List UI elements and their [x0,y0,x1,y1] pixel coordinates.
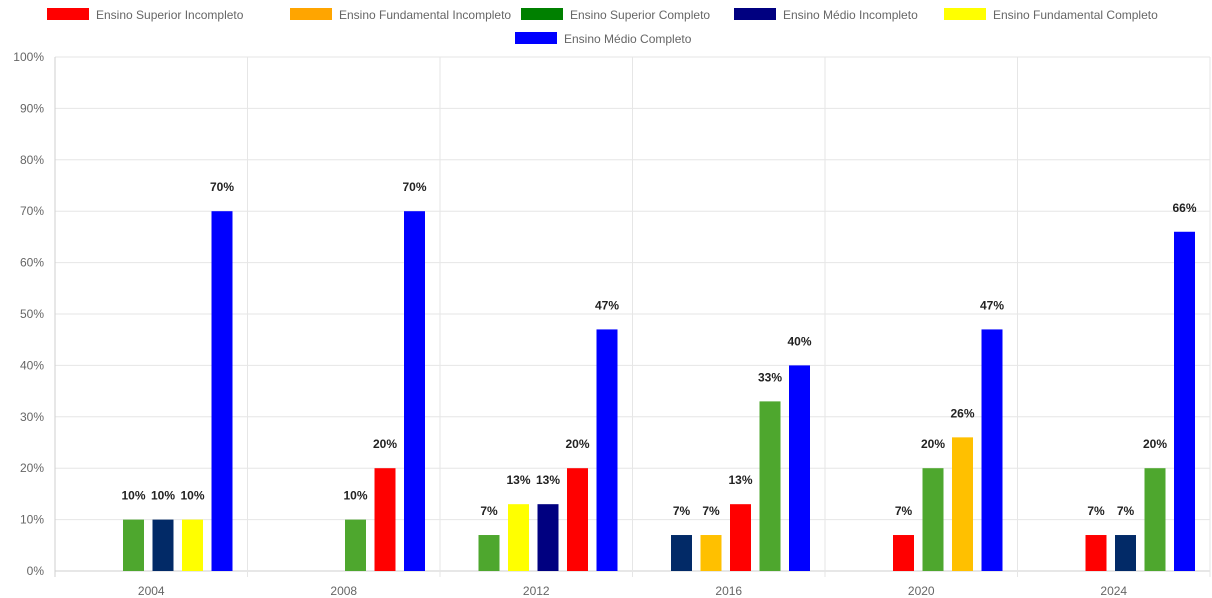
y-tick-label: 90% [20,101,44,115]
bar[interactable] [759,401,781,571]
bar-value-label: 47% [595,298,619,312]
legend-item[interactable]: Ensino Médio Completo [515,32,692,46]
y-tick-label: 100% [13,50,44,64]
legend-item[interactable]: Ensino Médio Incompleto [734,8,918,22]
bar-value-label: 7% [1117,504,1135,518]
bar[interactable] [508,504,529,571]
bar-value-label: 13% [728,473,752,487]
legend: Ensino Superior Incompleto Ensino Fundame… [47,8,1158,46]
value-labels: 10% 10% 10% 70% 10% 20% 70% 7% 13% 13% 20% 47% 7% 7% 1… [121,180,1196,518]
bar-group [123,211,233,571]
bar-value-label: 10% [180,489,204,503]
bar[interactable] [478,535,500,571]
bar-group [893,329,1003,571]
bar[interactable] [567,468,588,571]
bar-value-label: 10% [151,489,175,503]
legend-swatch [47,8,89,20]
bar-value-label: 20% [565,437,589,451]
bar-value-label: 20% [921,437,945,451]
bar-value-label: 7% [1087,504,1105,518]
bar[interactable] [211,211,233,571]
legend-item[interactable]: Ensino Fundamental Incompleto [290,8,511,22]
bar-group [671,365,810,571]
y-tick-label: 60% [20,256,44,270]
legend-item[interactable]: Ensino Superior Incompleto [47,8,244,22]
bar-value-label: 66% [1172,201,1196,215]
bar-group [478,329,618,571]
bar[interactable] [152,519,174,571]
bar-value-label: 40% [787,334,811,348]
bar[interactable] [700,535,722,571]
bar-value-label: 20% [373,437,397,451]
bar-value-label: 26% [950,406,974,420]
bar-value-label: 70% [210,180,234,194]
legend-item[interactable]: Ensino Superior Completo [521,8,710,22]
bar[interactable] [345,519,366,571]
bar[interactable] [374,468,396,571]
y-tick-label: 40% [20,358,44,372]
legend-swatch [521,8,563,20]
bar[interactable] [182,519,203,571]
bar[interactable] [952,437,973,571]
bar-value-label: 10% [121,489,145,503]
bar-group [1085,231,1195,571]
legend-item[interactable]: Ensino Fundamental Completo [944,8,1158,22]
bar[interactable] [537,504,559,571]
bar-value-label: 7% [480,504,498,518]
bar[interactable] [671,535,692,571]
bar[interactable] [789,365,810,571]
y-tick-label: 20% [20,461,44,475]
legend-swatch [515,32,557,44]
x-tick-label: 2016 [715,584,742,598]
x-tick-label: 2012 [523,584,550,598]
legend-label: Ensino Médio Incompleto [783,8,918,22]
bar-value-label: 20% [1143,437,1167,451]
bar-value-label: 13% [536,473,560,487]
y-tick-label: 30% [20,410,44,424]
bar[interactable] [1174,231,1195,571]
y-tick-label: 50% [20,307,44,321]
bar[interactable] [1085,535,1107,571]
bar-value-label: 47% [980,298,1004,312]
bar-value-label: 7% [673,504,691,518]
bar[interactable] [922,468,944,571]
bar[interactable] [981,329,1003,571]
bars [123,211,1195,571]
legend-swatch [290,8,332,20]
bar[interactable] [123,519,144,571]
bar[interactable] [404,211,425,571]
legend-swatch [944,8,986,20]
legend-label: Ensino Fundamental Incompleto [339,8,511,22]
y-tick-label: 70% [20,204,44,218]
bar[interactable] [1115,535,1136,571]
legend-label: Ensino Superior Incompleto [96,8,244,22]
legend-label: Ensino Superior Completo [570,8,710,22]
axes: 0% 10% 20% 30% 40% 50% 60% 70% 80% 90% 100% 2004 200… [13,50,1127,598]
bar-group [345,211,425,571]
legend-swatch [734,8,776,20]
x-tick-label: 2004 [138,584,165,598]
y-tick-label: 80% [20,153,44,167]
bar-value-label: 33% [758,370,782,384]
x-tick-label: 2020 [908,584,935,598]
bar-value-label: 7% [895,504,913,518]
bar-value-label: 7% [702,504,720,518]
bar[interactable] [596,329,618,571]
bar[interactable] [1144,468,1166,571]
y-tick-label: 0% [27,564,45,578]
bar[interactable] [893,535,914,571]
y-tick-label: 10% [20,513,44,527]
legend-label: Ensino Médio Completo [564,32,692,46]
bar-value-label: 13% [506,473,530,487]
x-tick-label: 2008 [330,584,357,598]
bar-value-label: 10% [343,489,367,503]
x-tick-label: 2024 [1100,584,1127,598]
bar-value-label: 70% [402,180,426,194]
grid [54,56,1211,577]
bar[interactable] [730,504,751,571]
legend-label: Ensino Fundamental Completo [993,8,1158,22]
